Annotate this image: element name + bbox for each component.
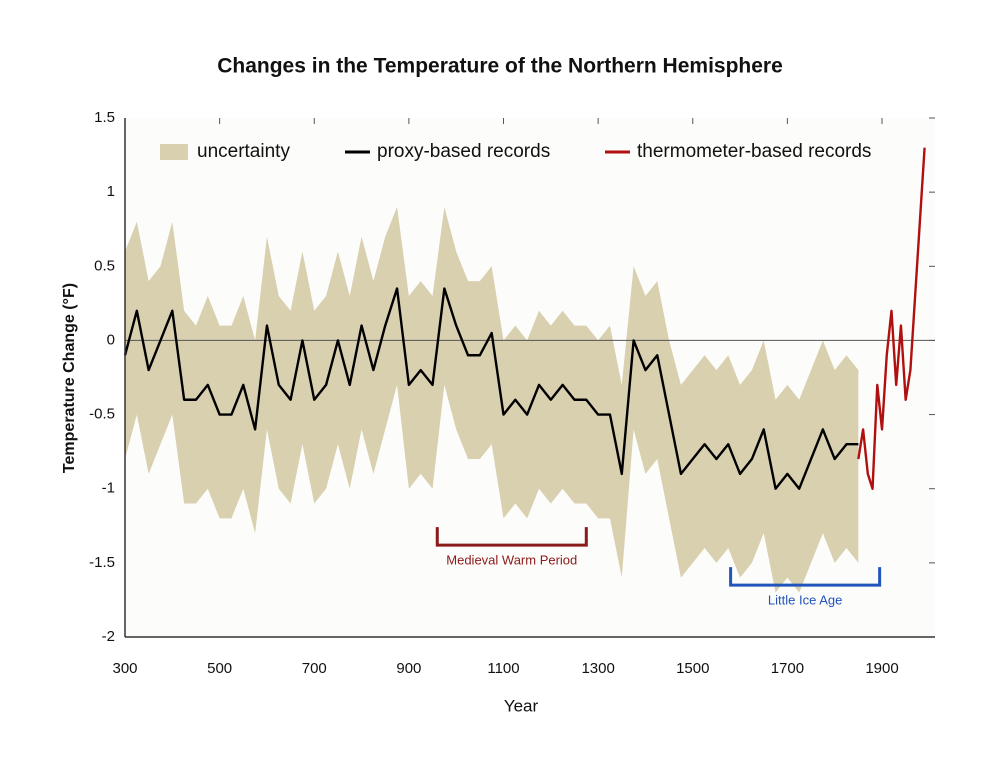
uncertainty-band: [125, 206, 859, 593]
x-tick-label: 1500: [676, 660, 709, 677]
series-line: [123, 287, 859, 490]
x-tick-label: 1300: [581, 660, 614, 677]
legend-label: proxy-based records: [377, 141, 550, 162]
x-tick-label: 1900: [865, 660, 898, 677]
x-tick-label: 500: [207, 660, 232, 677]
legend-swatch: [160, 144, 188, 160]
x-tick-label: 1100: [487, 660, 519, 677]
y-tick-label: -1: [102, 480, 115, 497]
x-tick-label: 900: [396, 660, 421, 677]
y-tick-label: 0: [107, 331, 115, 348]
legend-label: uncertainty: [197, 141, 290, 162]
period-bracket: [729, 567, 882, 587]
legend-label: thermometer-based records: [637, 141, 871, 162]
period-label: Medieval Warm Period: [446, 553, 577, 568]
y-axis-label: Temperature Change (°F): [61, 283, 78, 473]
period-bracket: [435, 527, 588, 547]
x-tick-label: 300: [112, 660, 137, 677]
y-tick-label: -1.5: [89, 554, 115, 571]
x-tick-label: 700: [302, 660, 327, 677]
y-tick-label: -2: [102, 628, 115, 645]
chart-title: Changes in the Temperature of the Northe…: [217, 55, 783, 78]
x-axis-label: Year: [504, 696, 539, 715]
x-tick-label: 1700: [771, 660, 804, 677]
series-line: [857, 147, 926, 490]
y-tick-label: 1.5: [94, 109, 115, 126]
y-tick-label: -0.5: [89, 406, 115, 423]
y-tick-label: 1: [107, 183, 115, 200]
period-label: Little Ice Age: [768, 593, 842, 608]
y-tick-label: 0.5: [94, 257, 115, 274]
